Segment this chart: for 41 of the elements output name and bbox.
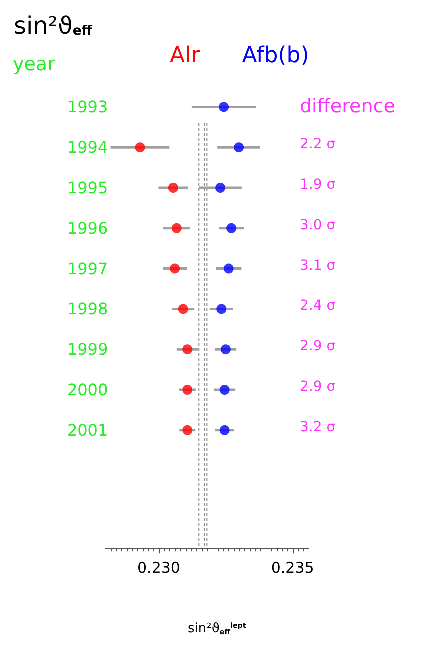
annotation: difference [300,96,396,118]
point [224,264,234,274]
y-tick-label: 1997 [67,259,108,278]
point [226,223,237,234]
annotation: 2.9 σ [300,338,336,355]
point [234,142,244,153]
point [135,142,146,153]
y-tick-label: 1998 [67,300,108,319]
annotation: 2.9 σ [300,379,336,395]
point [220,385,230,395]
x-tick-label: 0.235 [271,559,314,578]
x-tick-label: 0.230 [138,559,180,578]
point [182,344,193,355]
text: Alr [170,44,202,68]
annotation: 1.9 σ [300,177,336,193]
y-tick-label: 1999 [67,340,108,360]
point [170,264,180,274]
y-tick-label: 1994 [67,138,108,158]
chart-title: sin²ϑeff [14,12,93,40]
point [168,183,178,193]
y-tick-label: 2001 [67,420,108,440]
point [220,425,230,436]
point [172,223,182,234]
point [220,344,231,355]
point [216,304,227,314]
annotation: 2.4 σ [300,298,336,314]
point [182,425,193,436]
annotation: 3.1 σ [300,258,336,274]
y-tick-label: 1993 [67,98,108,117]
annotation: 3.2 σ [300,419,336,436]
annotation: 3.0 σ [300,217,336,234]
y-tick-label: 2000 [67,380,108,400]
annotation: 2.2 σ [300,136,336,153]
point [219,102,230,112]
series-label: Afb(b) [242,44,310,68]
point [178,304,188,314]
y-tick-label: 1996 [67,218,108,238]
y-axis-title: year [13,54,56,76]
point [182,385,193,395]
point [216,183,226,193]
y-tick-label: 1995 [67,178,108,198]
